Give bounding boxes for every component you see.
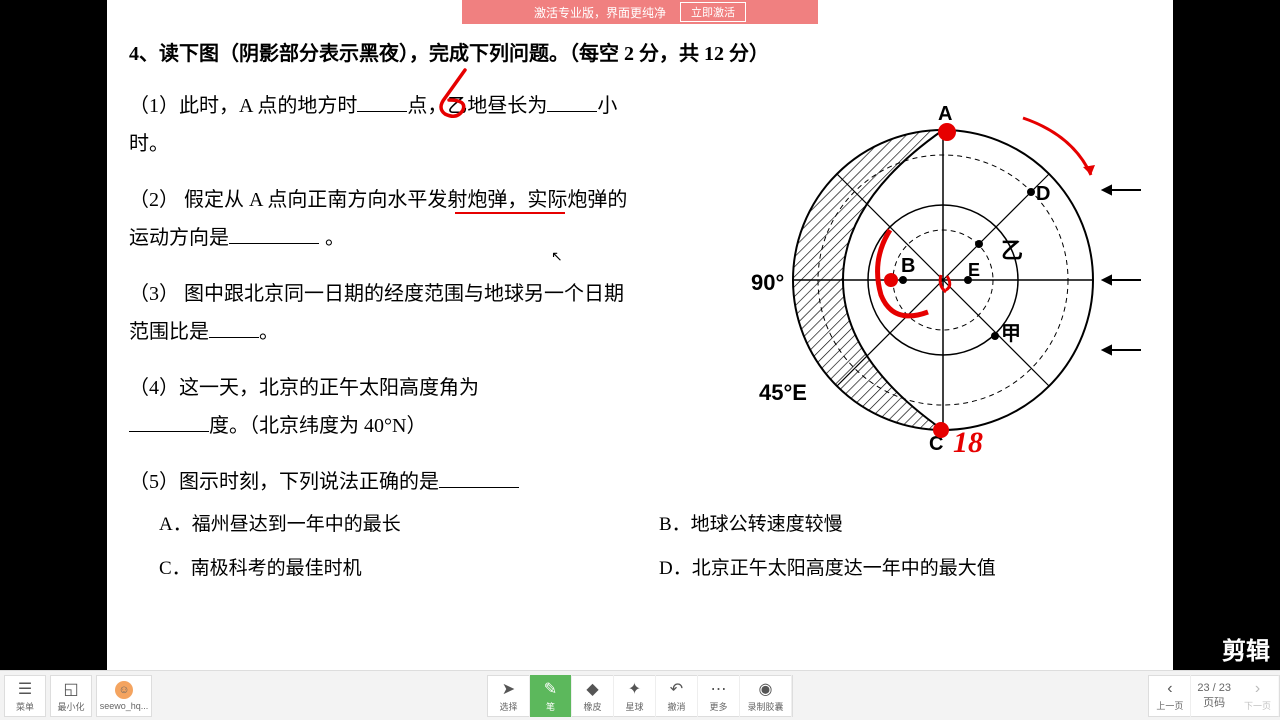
blank-3 xyxy=(209,318,259,338)
question-4: （4）这一天，北京的正午太阳高度角为 度。（北京纬度为 40°N） xyxy=(129,369,629,445)
edit-watermark: 剪辑 xyxy=(1222,631,1270,666)
minimize-label: 最小化 xyxy=(57,700,84,713)
more-icon: ⋯ xyxy=(711,679,727,699)
select-label: 选择 xyxy=(499,700,517,713)
globe-tool[interactable]: ✦星球 xyxy=(614,675,656,717)
question-1: （1）此时，A 点的地方时点，乙地昼长为小时。 xyxy=(129,87,629,163)
eraser-tool[interactable]: ◆橡皮 xyxy=(572,675,614,717)
q4-text-a: （4）这一天，北京的正午太阳高度角为 xyxy=(129,377,479,399)
page-count: 23 / 23 xyxy=(1197,682,1231,694)
blank-5 xyxy=(439,468,519,488)
option-d: D．北京正午太阳高度达一年中的最大值 xyxy=(659,551,1199,587)
q3-text-a: （3） 图中跟北京同一日期的经度范围与地球另一个日期范围比是 xyxy=(129,283,624,343)
avatar: ☺ xyxy=(115,681,133,699)
pen-tool[interactable]: ✎笔 xyxy=(530,675,572,717)
question-5: （5）图示时刻，下列说法正确的是 A．福州昼达到一年中的最长 B．地球公转速度较… xyxy=(129,463,1129,587)
prev-page-button[interactable]: ‹上一页 xyxy=(1149,675,1191,717)
options-grid: A．福州昼达到一年中的最长 B．地球公转速度较慢 C．南极科考的最佳时机 D．北… xyxy=(159,507,1129,587)
q2-text-b: 。 xyxy=(325,227,345,249)
page-indicator[interactable]: 23 / 23页码 xyxy=(1191,682,1237,710)
record-icon: ◉ xyxy=(759,679,773,699)
chevron-right-icon: › xyxy=(1255,680,1260,698)
page-label: 页码 xyxy=(1203,694,1225,710)
q1-text-b: 点，乙地昼长为 xyxy=(407,95,547,117)
blank-2 xyxy=(229,224,319,244)
chevron-left-icon: ‹ xyxy=(1167,680,1172,698)
blank-1b xyxy=(547,92,597,112)
blank-1a xyxy=(357,92,407,112)
bottom-toolbar: ☰菜单 ◱最小化 ☺ seewo_hq... ➤选择 ✎笔 ◆橡皮 ✦星球 ↶撤消… xyxy=(0,670,1280,720)
q4-text-b: 度。（北京纬度为 40°N） xyxy=(209,415,426,437)
q2-text-a: （2） 假定从 A 点向正南方向水平发射炮弹，实际炮弹的运动方向是 xyxy=(129,189,627,249)
question-2: （2） 假定从 A 点向正南方向水平发射炮弹，实际炮弹的运动方向是。 xyxy=(129,181,629,257)
menu-icon: ☰ xyxy=(18,679,32,699)
label-D: D xyxy=(1036,183,1050,205)
next-label: 下一页 xyxy=(1244,699,1271,712)
minimize-icon: ◱ xyxy=(63,679,78,699)
prev-label: 上一页 xyxy=(1156,699,1183,712)
globe-label: 星球 xyxy=(625,700,643,713)
q3-text-b: 。 xyxy=(259,321,279,343)
blank-4 xyxy=(129,412,209,432)
label-C: C xyxy=(929,433,943,455)
select-tool[interactable]: ➤选择 xyxy=(488,675,530,717)
q1-text-a: （1）此时，A 点的地方时 xyxy=(129,95,357,117)
globe-icon: ✦ xyxy=(628,679,641,699)
label-jia: 甲 xyxy=(1001,323,1021,345)
user-tab[interactable]: ☺ seewo_hq... xyxy=(96,675,152,717)
undo-icon: ↶ xyxy=(670,679,683,699)
label-45: 45°E xyxy=(759,380,807,405)
undo-label: 撤消 xyxy=(667,700,685,713)
document-page: 激活专业版，界面更纯净 立即激活 4、读下图（阴影部分表示黑夜），完成下列问题。… xyxy=(107,0,1173,670)
more-button[interactable]: ⋯更多 xyxy=(698,675,740,717)
pen-label: 笔 xyxy=(546,700,555,713)
tool-group: ➤选择 ✎笔 ◆橡皮 ✦星球 ↶撤消 ⋯更多 ◉录制胶囊 xyxy=(487,675,793,717)
menu-label: 菜单 xyxy=(16,700,34,713)
eraser-label: 橡皮 xyxy=(583,700,601,713)
promo-banner: 激活专业版，界面更纯净 立即激活 xyxy=(462,0,818,24)
menu-button[interactable]: ☰菜单 xyxy=(4,675,46,717)
label-B: B xyxy=(901,255,915,277)
minimize-button[interactable]: ◱最小化 xyxy=(50,675,92,717)
red-underline xyxy=(455,212,565,214)
pointer-icon: ➤ xyxy=(502,679,515,699)
option-c: C．南极科考的最佳时机 xyxy=(159,551,639,587)
label-E: E xyxy=(968,260,980,280)
sun-rays xyxy=(1103,186,1141,354)
option-b: B．地球公转速度较慢 xyxy=(659,507,1199,543)
user-label: seewo_hq... xyxy=(100,701,149,711)
question-title: 4、读下图（阴影部分表示黑夜），完成下列问题。（每空 2 分，共 12 分） xyxy=(129,35,1149,73)
next-page-button[interactable]: ›下一页 xyxy=(1237,675,1279,717)
question-3: （3） 图中跟北京同一日期的经度范围与地球另一个日期范围比是。 xyxy=(129,275,629,351)
cursor-icon: ↖ xyxy=(551,248,563,265)
earth-diagram: A B C D E 乙 甲 90° 45°E 18 xyxy=(743,100,1143,460)
pager-group: ‹上一页 23 / 23页码 ›下一页 xyxy=(1148,675,1280,717)
q5-text: （5）图示时刻，下列说法正确的是 xyxy=(129,471,439,493)
banner-text: 激活专业版，界面更纯净 xyxy=(534,4,666,21)
label-90: 90° xyxy=(751,270,784,295)
pen-icon: ✎ xyxy=(544,679,557,699)
undo-button[interactable]: ↶撤消 xyxy=(656,675,698,717)
label-yi: 乙 xyxy=(1001,238,1023,263)
activate-button[interactable]: 立即激活 xyxy=(680,2,746,22)
option-a: A．福州昼达到一年中的最长 xyxy=(159,507,639,543)
label-A: A xyxy=(938,103,952,125)
record-label: 录制胶囊 xyxy=(747,700,783,713)
more-label: 更多 xyxy=(709,700,727,713)
eraser-icon: ◆ xyxy=(586,679,598,699)
record-button[interactable]: ◉录制胶囊 xyxy=(740,675,792,717)
